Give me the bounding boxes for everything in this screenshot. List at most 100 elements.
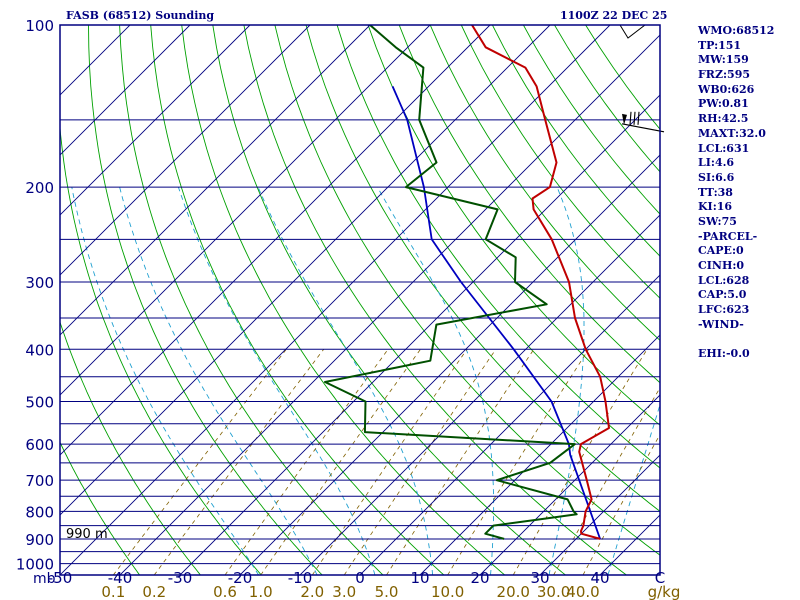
temperature-unit-label: C: [655, 569, 665, 587]
dry-adiabat-line: [212, 25, 566, 575]
dry-adiabat-line: [367, 25, 660, 426]
wind-barb-layer: [619, 24, 665, 133]
chart-timestamp: 1100Z 22 DEC 25: [560, 9, 668, 22]
mixing-ratio-tick-label: 0.2: [142, 583, 166, 600]
dry-adiabat-line: [305, 25, 660, 512]
temperature-trace: [471, 25, 610, 540]
sounding-index-item: LI:4.6: [698, 156, 735, 170]
dry-adiabat-line: [88, 25, 323, 575]
mixing-ratio-line: [153, 349, 325, 575]
sounding-index-item: CAP:5.0: [698, 288, 747, 302]
dewpoint-trace: [324, 25, 578, 540]
isotherm-line: [479, 394, 660, 575]
pressure-tick-label: 900: [25, 531, 54, 549]
sounding-index-item: SI:6.6: [698, 170, 735, 184]
mixing-ratio-tick-label: 10.0: [431, 583, 464, 600]
dry-adiabat-line: [429, 25, 660, 341]
pressure-tick-label: 800: [25, 503, 54, 521]
dry-adiabat-line: [60, 441, 140, 575]
dry-adiabat-line: [150, 25, 445, 575]
temperature-tick-label: 10: [410, 569, 429, 587]
isotherm-line: [60, 25, 251, 216]
pressure-tick-label: 700: [25, 472, 54, 490]
temperature-tick-label: -50: [48, 569, 73, 587]
wind-barb-flag: [637, 111, 640, 125]
mixing-ratio-tick-label: 0.6: [213, 583, 237, 600]
temperature-tick-label: 20: [470, 569, 489, 587]
moist-adiabat-line: [71, 187, 259, 575]
sounding-index-item: SW:75: [698, 214, 737, 228]
pressure-tick-label: 500: [25, 393, 54, 411]
isotherm-line: [239, 154, 660, 575]
sounding-index-item: WMO:68512: [698, 24, 775, 37]
pressure-tick-label: 400: [25, 341, 54, 359]
isotherm-line: [299, 214, 660, 575]
surface-height-label: 990 m: [66, 527, 108, 542]
mixing-ratio-line: [224, 349, 389, 575]
dry-adiabat-line: [181, 25, 505, 575]
sounding-index-item: CAPE:0: [698, 244, 744, 258]
isotherm-line: [60, 25, 611, 575]
sounding-index-item: MW:159: [698, 53, 749, 67]
mixing-ratio-tick-label: 3.0: [332, 583, 356, 600]
temperature-tick-label: -20: [228, 569, 253, 587]
isotherm-line: [60, 25, 311, 276]
isotherm-line: [60, 25, 131, 96]
mixing-ratio-tick-label: 40.0: [566, 583, 599, 600]
isotherm-line: [60, 25, 191, 156]
dry-adiabat-line: [60, 320, 201, 575]
plot-frame: [59, 24, 661, 576]
sounding-index-item: -WIND-: [698, 317, 744, 331]
sounding-index-item: TT:38: [698, 185, 733, 199]
moist-adiabat-line: [119, 186, 318, 575]
sounding-index-item: KI:16: [698, 200, 733, 214]
chart-title: FASB (68512) Sounding: [66, 9, 215, 22]
sounding-index-item: LFC:623: [698, 303, 750, 317]
sounding-index-item: MAXT:32.0: [698, 126, 766, 140]
isotherm-line: [359, 274, 660, 575]
mixing-ratio-unit-label: g/kg: [648, 583, 681, 600]
mixing-ratio-tick-label: 0.1: [101, 583, 125, 600]
sounding-index-item: -PARCEL-: [698, 229, 758, 243]
mixing-ratio-line: [447, 349, 589, 575]
sounding-index-item: FRZ:595: [698, 68, 751, 82]
mixing-ratio-line: [260, 349, 421, 575]
sounding-index-item: RH:42.5: [698, 112, 749, 126]
mixing-ratio-tick-label: 5.0: [375, 583, 399, 600]
wind-barb-pennant: [622, 113, 627, 125]
mixing-ratio-tick-label: 2.0: [300, 583, 324, 600]
pressure-tick-label: 300: [25, 274, 54, 292]
wind-barb-top: [619, 24, 646, 39]
mixing-ratio-tick-label: 1.0: [249, 583, 273, 600]
sounding-index-item: LCL:628: [698, 273, 750, 287]
temperature-tick-label: -30: [168, 569, 193, 587]
profiles-layer: [324, 25, 610, 540]
dry-adiabat-line: [491, 25, 660, 257]
mixing-ratio-line: [582, 433, 660, 575]
dry-adiabat-line: [336, 25, 660, 469]
moist-adiabat-line: [548, 186, 585, 575]
sounding-index-item: [698, 332, 774, 347]
grid-layer: [60, 25, 660, 575]
dry-adiabat-line: [243, 25, 627, 575]
pressure-tick-label: 600: [25, 436, 54, 454]
sounding-indices-panel: WMO:68512 TP:151 MW:159 FRZ:595 WB0:626 PW:0.…: [698, 24, 774, 362]
isotherm-line: [60, 25, 431, 396]
temperature-tick-label: 30: [530, 569, 549, 587]
wind-barb-shaft: [621, 123, 665, 133]
moist-adiabat-line: [607, 403, 660, 575]
mixing-ratio-tick-label: 20.0: [497, 583, 530, 600]
mixing-ratio-line: [311, 349, 468, 575]
pressure-tick-label: 200: [25, 179, 54, 197]
dry-adiabat-line: [460, 25, 660, 299]
moist-adiabat-line: [177, 186, 376, 575]
mixing-ratio-line: [386, 349, 535, 575]
temperature-tick-label: -10: [288, 569, 313, 587]
isotherm-line: [60, 25, 371, 336]
isotherm-line: [60, 25, 551, 516]
isotherm-line: [539, 454, 660, 575]
wind-barb-flag: [633, 111, 636, 125]
dry-adiabat-line: [60, 122, 262, 575]
